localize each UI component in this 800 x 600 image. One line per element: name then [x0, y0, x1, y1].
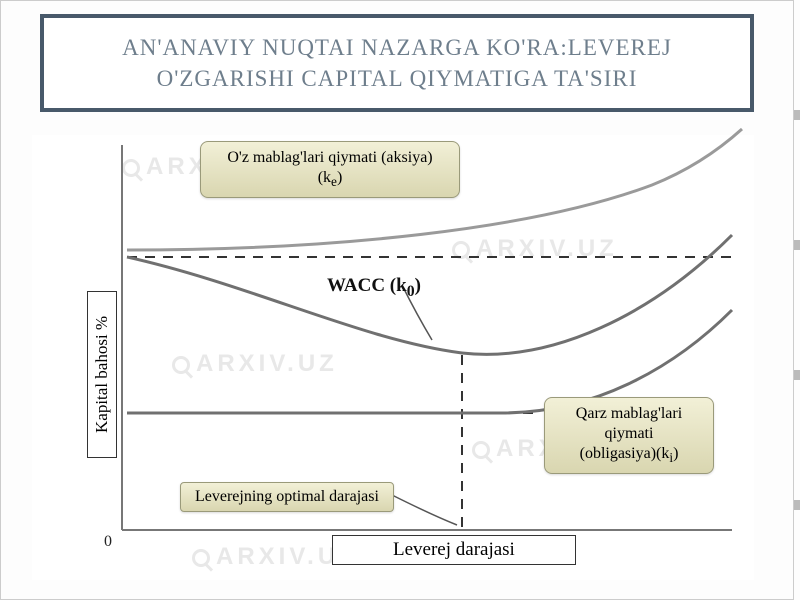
x-axis-label: Leverej darajasi: [332, 535, 576, 565]
callout-optimal-text: Leverejning optimal darajasi: [195, 488, 379, 505]
callout-ki: Qarz mablag'lari qiymati (obligasiya)(ki…: [544, 397, 714, 474]
right-margin-notches: [794, 0, 800, 600]
notch: [794, 500, 800, 510]
origin-label: 0: [104, 533, 112, 551]
title-frame: AN'ANAVIY NUQTAI NAZARGA KO'RA:LEVEREJ O…: [40, 14, 754, 112]
leader-optimal: [392, 495, 457, 525]
callout-ke-line2: (ke): [215, 168, 445, 191]
y-axis-label-text: Kapital bahosi %: [92, 316, 111, 433]
slide-title: AN'ANAVIY NUQTAI NAZARGA KO'RA:LEVEREJ O…: [54, 32, 740, 94]
chart-svg: [32, 135, 752, 580]
callout-ki-line1: Qarz mablag'lari: [559, 404, 699, 424]
callout-ke-line1: O'z mablag'lari qiymati (aksiya): [215, 148, 445, 168]
notch: [794, 110, 800, 120]
chart-area: ARXIV.UZ ARXIV.UZ ARXIV.UZ ARXIV.UZ ARXI…: [32, 135, 754, 580]
callout-ki-line2: qiymati: [559, 424, 699, 444]
x-axis-label-text: Leverej darajasi: [393, 539, 515, 560]
callout-optimal: Leverejning optimal darajasi: [180, 482, 394, 512]
y-axis-label: Kapital bahosi %: [87, 291, 117, 458]
notch: [794, 240, 800, 250]
callout-ke: O'z mablag'lari qiymati (aksiya) (ke): [200, 141, 460, 198]
notch: [794, 370, 800, 380]
callout-ki-line3: (obligasiya)(ki): [559, 444, 699, 467]
wacc-label: WACC (k0): [327, 275, 421, 301]
